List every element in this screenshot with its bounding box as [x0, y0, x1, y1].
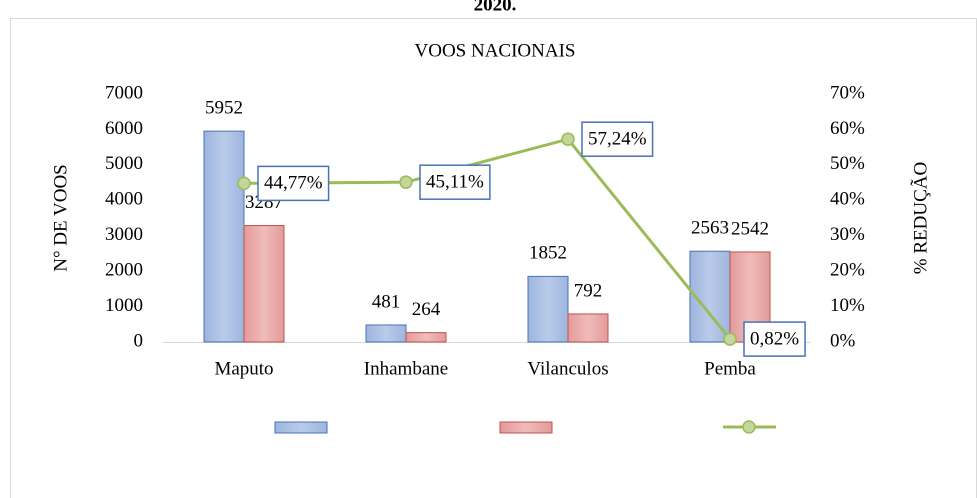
bar-value-label: 5952	[205, 97, 243, 118]
legend-marker	[742, 420, 756, 434]
y2-tick-label: 60%	[830, 118, 865, 139]
y2-tick-label: 70%	[830, 82, 865, 103]
value-label-box	[581, 121, 654, 157]
y-tick-label: 7000	[105, 82, 143, 103]
legend-swatch	[499, 421, 553, 434]
line-value-label: 45,11%	[426, 172, 484, 193]
y2-tick-label: 30%	[830, 224, 865, 245]
y-tick-label: 3000	[105, 224, 143, 245]
chart-title: VOOS NACIONAIS	[415, 40, 576, 61]
x-tick-label: Inhambane	[364, 358, 448, 379]
x-tick-label: Pemba	[704, 358, 756, 379]
chart-frame	[10, 18, 977, 498]
line-value-label: 44,77%	[264, 173, 323, 194]
y-tick-label: 2000	[105, 260, 143, 281]
bar	[203, 130, 245, 343]
y2-tick-label: 50%	[830, 153, 865, 174]
value-label-box	[257, 165, 330, 202]
y2-tick-label: 0%	[830, 330, 856, 351]
y2-tick-label: 40%	[830, 189, 865, 210]
line-marker	[561, 132, 575, 146]
bar-value-label: 1852	[529, 243, 567, 264]
bar	[405, 332, 447, 343]
y-tick-label: 1000	[105, 295, 143, 316]
value-label-box	[743, 321, 806, 357]
y-tick-label: 6000	[105, 118, 143, 139]
caption: 2020.	[474, 0, 517, 15]
bar	[527, 275, 569, 343]
y-axis-title: N° DE VOOS	[50, 164, 71, 272]
bar-value-label: 792	[574, 280, 603, 301]
line-marker	[237, 176, 251, 191]
bar	[567, 313, 609, 343]
bar	[243, 225, 285, 343]
legend-swatch	[274, 421, 328, 434]
bar-value-label: 264	[412, 299, 441, 320]
y-tick-label: 4000	[105, 189, 143, 210]
y-tick-label: 5000	[105, 153, 143, 174]
bar-value-label: 2542	[731, 218, 769, 239]
y2-tick-label: 20%	[830, 260, 865, 281]
bar-value-label: 2563	[691, 218, 729, 239]
x-tick-label: Maputo	[214, 358, 273, 379]
x-tick-label: Vilanculos	[527, 358, 608, 379]
y2-axis-title: % REDUÇÃO	[909, 162, 931, 274]
y2-tick-label: 10%	[830, 295, 865, 316]
bar	[365, 324, 407, 343]
line-value-label: 0,82%	[750, 328, 799, 349]
line-marker	[723, 332, 737, 346]
value-label-box	[419, 164, 491, 200]
bar-value-label: 481	[372, 291, 401, 312]
line-marker	[399, 175, 413, 189]
line-value-label: 57,24%	[588, 129, 647, 150]
y-tick-label: 0	[134, 330, 144, 351]
